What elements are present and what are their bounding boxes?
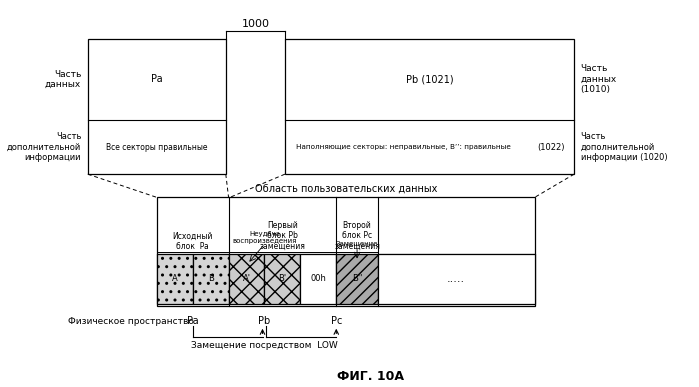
Text: Область пользовательских данных: Область пользовательских данных — [254, 183, 437, 194]
Text: Первый
блок Pb
замещения: Первый блок Pb замещения — [259, 221, 305, 251]
Text: Pc: Pc — [331, 316, 342, 326]
Text: Второй
блок Pc
замещения: Второй блок Pc замещения — [334, 221, 380, 251]
Text: ФИГ. 10А: ФИГ. 10А — [337, 370, 404, 383]
Text: Исходный
блок  Pa: Исходный блок Pa — [173, 231, 213, 251]
Text: Замещение: Замещение — [336, 240, 378, 246]
Text: B': B' — [278, 274, 287, 283]
Text: A': A' — [243, 274, 250, 283]
Text: Все секторы правильные: Все секторы правильные — [106, 142, 208, 152]
Text: Неудача
воспроизведения: Неудача воспроизведения — [232, 231, 296, 244]
Text: B: B — [208, 274, 214, 283]
Bar — [229, 254, 264, 304]
Text: 1000: 1000 — [241, 19, 269, 29]
Text: 00h: 00h — [310, 274, 326, 283]
Bar — [157, 197, 535, 306]
Text: Часть
дополнительной
информации (1020): Часть дополнительной информации (1020) — [581, 132, 668, 162]
Text: Наполняющие секторы: неправильные, B’’: правильные: Наполняющие секторы: неправильные, B’’: … — [296, 144, 511, 150]
Bar — [301, 254, 336, 304]
Text: Pa: Pa — [187, 316, 199, 326]
Text: (1022): (1022) — [537, 142, 564, 152]
Bar — [88, 39, 226, 174]
Bar — [264, 254, 301, 304]
Text: B'': B'' — [352, 274, 362, 283]
Text: A: A — [172, 274, 178, 283]
Text: Pb: Pb — [259, 316, 271, 326]
Text: Физическое пространство: Физическое пространство — [68, 317, 194, 326]
Text: Часть
дополнительной
информации: Часть дополнительной информации — [7, 132, 81, 162]
Bar — [378, 254, 535, 304]
Text: Часть
данных: Часть данных — [45, 70, 81, 89]
Bar — [193, 254, 229, 304]
Bar — [285, 39, 574, 174]
Bar — [336, 254, 378, 304]
Text: .....: ..... — [447, 274, 466, 284]
Text: Часть
данных
(1010): Часть данных (1010) — [581, 64, 617, 94]
Bar — [157, 254, 193, 304]
Text: Pb (1021): Pb (1021) — [405, 74, 454, 84]
Text: Замещение посредством  LOW: Замещение посредством LOW — [191, 341, 338, 349]
Text: Pa: Pa — [151, 74, 163, 84]
